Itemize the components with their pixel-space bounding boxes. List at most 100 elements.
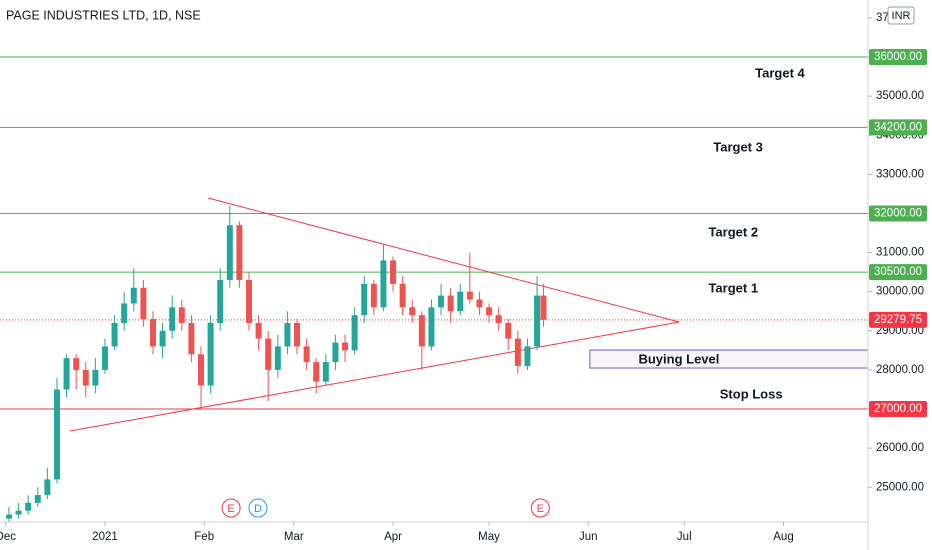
candle [246,272,253,331]
candle-body [255,322,262,339]
candle [540,283,547,327]
candle [390,256,397,292]
candle-body [130,287,137,304]
candle-body [342,342,349,351]
candle-body [466,291,473,300]
price-level-tag [869,264,927,281]
price-level-tag [869,119,927,136]
candle-body [476,299,483,308]
candle [476,291,483,316]
candle-body [188,322,195,355]
candle [188,315,195,363]
candle-body [351,315,358,351]
candle-body [149,319,156,347]
candle [265,330,272,402]
candle [370,279,377,316]
x-tick-label: Aug [773,531,793,543]
x-tick-label: Feb [194,531,214,543]
x-tick-label: Jun [579,531,598,543]
candle [428,299,435,351]
annotation: Target 1 [708,280,758,295]
candle-body [457,291,464,312]
currency-label: INR [892,10,911,22]
candle [130,268,137,312]
candle [418,311,425,370]
price-level-label: 32000.00 [874,207,922,219]
candle [255,315,262,351]
candle [197,346,204,410]
candle [25,495,32,515]
candle [486,303,493,323]
chart-title: PAGE INDUSTRIES LTD, 1D, NSE [6,8,201,22]
candle-body [274,346,281,370]
price-level-label: 27000.00 [874,403,922,415]
candle [217,268,224,331]
x-tick-label: Apr [384,531,402,543]
price-level-label: 34200.00 [874,121,922,133]
annotation: Stop Loss [720,386,783,401]
price-level-label: 30500.00 [874,266,922,278]
trendline [207,197,680,323]
price-level-tag [869,205,927,222]
candle-body [495,315,502,323]
candle-body [370,283,377,308]
y-tick-label: 26000.00 [876,442,924,454]
candle-body [399,283,406,308]
candle [159,322,166,359]
candle-body [217,279,224,323]
candle [332,334,339,370]
trendline [70,321,680,432]
candle-body [505,322,512,339]
event-marker [530,498,550,518]
candle [63,354,70,398]
candle [169,295,176,339]
x-tick-label: May [478,531,500,543]
candle [207,315,214,394]
candle-body [390,260,397,284]
candle [140,279,147,327]
candle-body [540,295,547,320]
plot-area: Buying Level Target 4 Target 3 Target 2 Targ… [0,56,868,522]
candle-body [361,283,368,316]
candle [313,358,320,394]
candle [409,299,416,323]
zone [589,349,868,369]
price-level-tag [869,401,927,418]
candle-body [418,315,425,347]
candle [111,315,118,351]
annotation: Target 2 [708,224,758,239]
candle [380,244,387,312]
x-tick-label: Jul [677,531,692,543]
event-label: E [537,503,544,515]
candle-body [101,346,108,370]
y-tick-label: 25000.00 [876,481,924,493]
candle [457,283,464,316]
candle-body [34,495,41,503]
candle [342,334,349,363]
y-tick-label: 33000.00 [876,168,924,180]
candle-body [44,479,51,496]
candle-body [111,322,118,347]
candle-body [294,322,301,347]
candle [121,291,128,331]
last-price-tag [869,311,927,328]
y-tick-label: 31000.00 [876,247,924,259]
event-label: D [254,503,262,515]
candle [73,354,80,390]
candle-body [121,303,128,323]
candle [351,307,358,355]
candle [53,377,60,484]
candle-body [169,307,176,331]
candle-body [226,225,233,280]
x-tick-label: Dec [0,531,16,543]
candle-body [438,295,445,308]
candle-body [313,362,320,382]
currency-badge[interactable] [887,6,915,25]
candle-body [140,287,147,320]
price-level-label: 36000.00 [874,51,922,63]
y-tick-label: 30000.00 [876,286,924,298]
candle [284,311,291,355]
candle [101,338,108,374]
candle-body [486,307,493,316]
